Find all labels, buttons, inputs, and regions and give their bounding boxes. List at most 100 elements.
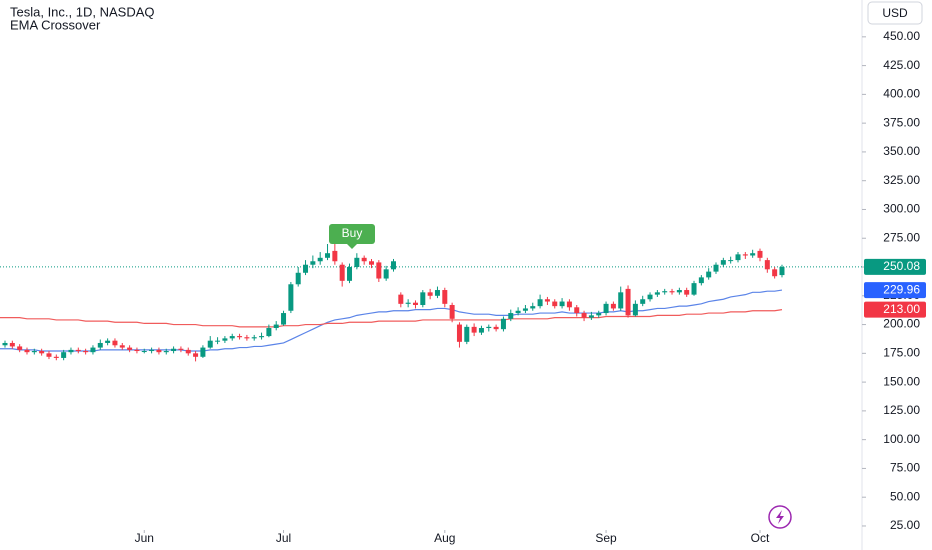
candle-body [412,302,418,305]
candle-body [442,290,448,304]
candle-body [618,292,624,309]
price-label: 229.96 [883,282,920,296]
candle-body [266,328,272,337]
ema-line [0,309,783,328]
candle-body [112,340,118,346]
indicator-name: EMA Crossover [10,17,101,32]
candle-body [90,347,96,353]
candle-body [347,267,353,281]
y-tick-label: 350.00 [883,144,920,158]
candle-body [552,301,558,307]
candle-body [581,313,587,318]
alert-icon[interactable] [768,505,792,529]
candle-body [420,292,426,305]
y-tick-label: 175.00 [883,346,920,360]
price-label-box [864,258,926,275]
signal-marker: Buy [329,224,375,249]
candle-body [354,257,360,268]
candle-body [750,253,756,256]
price-label: 213.00 [883,302,920,316]
candle-body [574,307,580,314]
candle-body [317,257,323,262]
candle-body [171,348,177,352]
candle-body [156,349,162,353]
candle-body [273,324,279,329]
candle-body [464,326,470,342]
candle-body [434,290,440,296]
candle-body [515,310,521,314]
candle-body [207,340,213,348]
candle-body [493,326,499,330]
candle-body [772,269,778,277]
candle-body [2,342,8,346]
candle-body [742,254,748,256]
y-tick-label: 275.00 [883,230,920,244]
signal-pointer [347,244,357,249]
candle-body [149,349,155,352]
candle-body [325,253,331,258]
candle-body [456,324,462,342]
candle-body [640,299,646,304]
candle-body [288,284,294,311]
candle-body [632,303,638,316]
candle-body [706,271,712,278]
candle-body [376,262,382,279]
candle-body [720,260,726,265]
candle-body [61,352,67,358]
currency-label: USD [882,6,908,20]
candle-body [31,351,37,353]
candle-body [229,336,235,339]
candle-body [588,315,594,318]
candle-body [544,299,550,302]
candle-body [339,264,345,281]
y-tick-label: 125.00 [883,403,920,417]
candle-body [310,261,316,265]
candle-body [17,346,23,350]
candle-body [185,349,191,354]
candle-body [676,290,682,293]
currency-button[interactable] [867,1,923,25]
candle-body [163,351,169,353]
candle-body [647,294,653,300]
candle-body [244,337,250,339]
price-label: 250.08 [883,259,920,273]
x-tick-label: Jun [135,531,154,545]
y-tick-label: 100.00 [883,432,920,446]
candle-body [332,250,338,262]
candle-body [119,345,125,348]
y-tick-label: 325.00 [883,173,920,187]
candle-body [193,353,199,357]
candle-body [398,294,404,304]
candle-body [427,292,433,296]
candle-body [390,261,396,270]
alert-bolt [776,510,784,524]
candle-body [757,250,763,258]
candle-body [134,349,140,352]
candle-body [669,291,675,293]
candle-body [662,291,668,293]
candle-body [537,299,543,307]
x-tick-label: Sep [595,531,617,545]
candle-body [625,288,631,316]
candle-body [596,313,602,316]
candle-body [361,257,367,262]
y-tick-label: 200.00 [883,317,920,331]
candle-body [779,266,785,276]
candle-body [281,313,287,325]
candle-body [303,264,309,273]
candle-body [559,301,565,307]
candle-body [178,348,184,350]
candle-body [68,349,74,353]
candle-body [603,303,609,314]
candle-body [9,342,15,347]
signal-label: Buy [342,226,363,240]
candle-body [764,260,770,270]
y-tick-label: 400.00 [883,87,920,101]
candle-body [530,306,536,309]
candle-body [691,283,697,295]
y-tick-label: 75.00 [890,461,920,475]
candle-body [522,308,528,311]
candle-body [215,340,221,342]
